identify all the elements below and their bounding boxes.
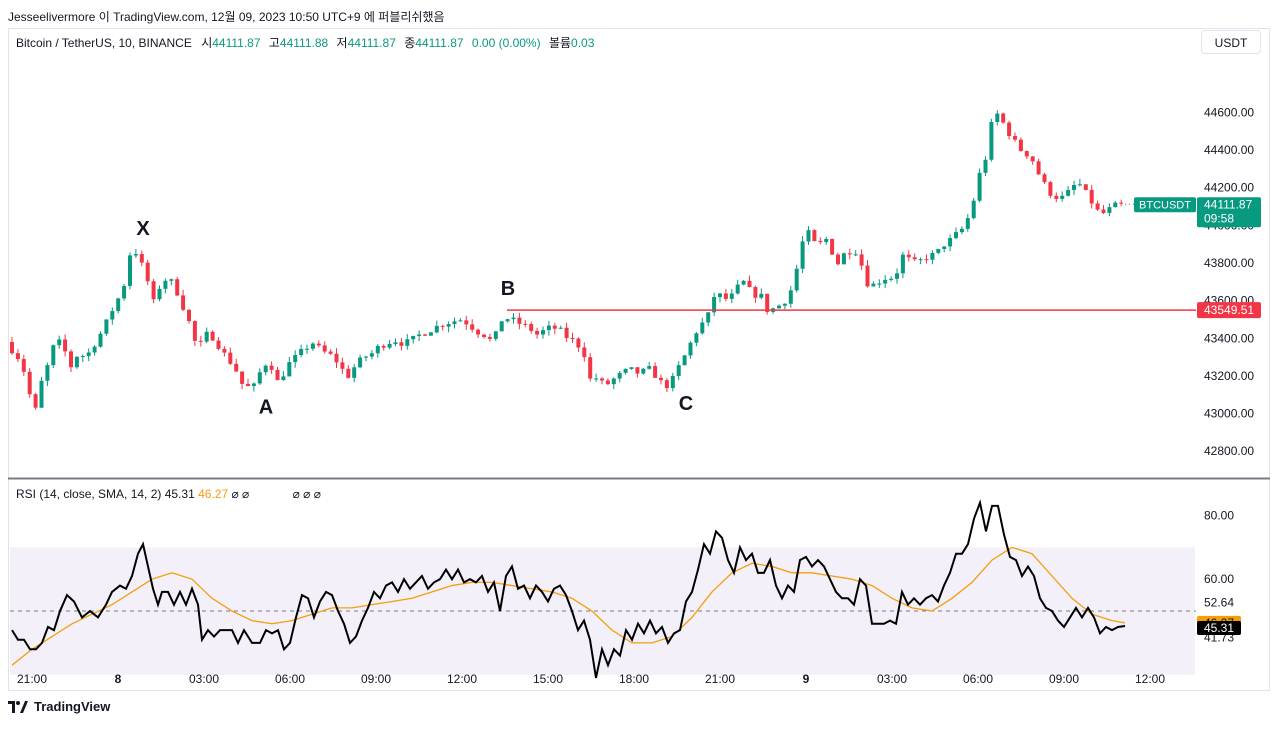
high-label: 고 <box>268 36 280 50</box>
volume-value: 0.03 <box>571 36 595 50</box>
footer-brand[interactable]: TradingView <box>34 699 111 714</box>
volume-label: 볼륨 <box>548 36 572 50</box>
low-value: 44111.87 <box>347 36 396 50</box>
rsi-legend: RSI (14, close, SMA, 14, 2) 45.31 46.27 … <box>16 487 321 501</box>
rsi-value: 45.31 <box>164 487 195 501</box>
open-label: 시 <box>201 36 213 50</box>
header-bar: Jesseelivermore 이 TradingView.com, 12월 0… <box>0 0 1280 28</box>
change-value: 0.00 (0.00%) <box>471 36 541 50</box>
high-value: 44111.88 <box>279 36 329 50</box>
tradingview-logo-icon <box>8 700 28 713</box>
rsi-title[interactable]: RSI (14, close, SMA, 14, 2) <box>16 487 162 501</box>
rsi-sma-value: 46.27 <box>198 487 229 501</box>
publish-line: Jesseelivermore 이 TradingView.com, 12월 0… <box>8 10 445 24</box>
symbol-title[interactable]: Bitcoin / TetherUS, 10, BINANCE <box>16 36 192 50</box>
close-value: 44111.87 <box>415 36 464 50</box>
chart-frame <box>8 28 1270 691</box>
close-label: 종 <box>404 36 416 50</box>
na-icons-2: ⌀ ⌀ ⌀ <box>292 487 321 501</box>
footer: TradingView <box>8 699 110 714</box>
low-label: 저 <box>336 36 348 50</box>
symbol-legend: Bitcoin / TetherUS, 10, BINANCE 시44111.8… <box>16 34 599 51</box>
na-icons: ⌀ ⌀ <box>231 487 250 501</box>
currency-button[interactable]: USDT <box>1201 30 1261 54</box>
open-value: 44111.87 <box>212 36 261 50</box>
